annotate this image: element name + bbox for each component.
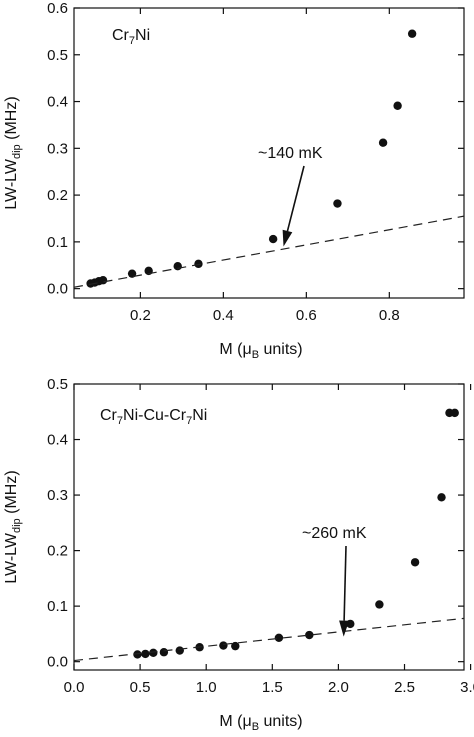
y-axis-label-main: LW-LW <box>3 158 20 210</box>
data-point <box>159 648 169 657</box>
x-tick-label: 2.0 <box>328 679 349 696</box>
top-chart-panel: 0.2 0.4 0.6 0.8 0.0 0.1 0.2 0.3 0.4 0.5 0.6 M (μB u… <box>3 0 465 361</box>
panel-title: Cr7Ni-Cu-Cr7Ni <box>100 407 207 427</box>
title-sub: 7 <box>186 415 192 427</box>
annotation-arrow-head <box>339 620 350 637</box>
data-point <box>98 276 108 285</box>
y-axis-label: LW-LWdip (MHz) <box>3 470 23 583</box>
title-sub: 7 <box>129 35 135 47</box>
data-point <box>231 641 240 651</box>
data-point <box>437 493 446 502</box>
y-axis-label-main: LW-LW <box>3 532 20 584</box>
plot-frame <box>73 383 465 671</box>
title-part: Cr <box>112 27 130 44</box>
title-part: Ni-Cu-Cr <box>123 407 187 424</box>
data-point <box>149 648 158 657</box>
data-point <box>194 259 203 269</box>
data-point <box>173 261 182 271</box>
y-tick-label: 0.4 <box>47 94 68 111</box>
y-tick-label: 0.5 <box>47 376 68 393</box>
data-point <box>375 600 384 609</box>
x-tick-label: 0.2 <box>130 307 151 324</box>
y-axis-label-sub: dip <box>11 518 23 533</box>
y-axis-label-rest: (MHz) <box>3 96 20 144</box>
x-tick-label: 2.5 <box>394 679 415 696</box>
x-axis-label-rest: units) <box>259 341 303 358</box>
data-point <box>378 138 388 147</box>
y-axis-label-rest: (MHz) <box>3 470 20 518</box>
x-axis-label-main: M (μ <box>219 713 251 730</box>
x-axis-label-sub: B <box>252 349 259 361</box>
x-tick-label: 0.8 <box>379 307 400 324</box>
y-tick-label: 0.2 <box>47 543 68 560</box>
x-axis-label: M (μB units) <box>219 341 302 361</box>
x-tick-label: 3.0 <box>460 679 474 696</box>
y-tick-label: 0.5 <box>47 47 68 64</box>
y-tick-label: 0.2 <box>47 187 68 204</box>
y-axis-label: LW-LWdip (MHz) <box>3 96 23 209</box>
annotation-arrow-shaft <box>343 545 347 621</box>
panel-title: Cr7Ni <box>112 27 150 47</box>
y-tick-label: 0.1 <box>47 234 68 251</box>
data-point <box>141 649 150 659</box>
y-tick-label: 0.6 <box>47 0 68 17</box>
data-point <box>133 650 142 659</box>
data-point <box>274 633 284 642</box>
fit-line <box>74 617 464 662</box>
x-tick-label: 0.6 <box>296 307 317 324</box>
y-tick-label: 0.0 <box>47 654 68 671</box>
data-point <box>219 641 228 650</box>
title-sub: 7 <box>117 415 123 427</box>
plot-frame <box>73 7 465 299</box>
x-tick-label: 1.0 <box>196 679 217 696</box>
annotation-arrow-head <box>282 229 293 247</box>
data-point <box>410 558 420 567</box>
x-tick-label: 1.5 <box>262 679 283 696</box>
title-part: Cr <box>100 407 118 424</box>
annotation-label: ~260 mK <box>302 525 367 542</box>
data-point <box>407 29 417 38</box>
y-tick-label: 0.1 <box>47 598 68 615</box>
x-axis-label-rest: units) <box>259 713 303 730</box>
annotation-arrow-shaft <box>286 165 305 232</box>
y-axis-label-sub: dip <box>11 144 23 159</box>
title-part: Ni <box>135 27 150 44</box>
title-part: Ni <box>192 407 207 424</box>
data-point <box>333 199 342 208</box>
y-tick-label: 0.4 <box>47 432 68 449</box>
x-axis-label: M (μB units) <box>219 713 302 733</box>
data-point <box>175 646 184 655</box>
y-tick-label: 0.3 <box>47 487 68 504</box>
data-point <box>393 101 402 110</box>
data-point <box>305 630 314 640</box>
fit-line <box>74 215 464 288</box>
x-tick-label: 0.4 <box>213 307 234 324</box>
x-tick-label: 0.5 <box>130 679 151 696</box>
annotation-label: ~140 mK <box>258 145 323 162</box>
data-point <box>450 408 459 418</box>
data-point <box>268 234 278 244</box>
y-tick-label: 0.0 <box>47 281 68 298</box>
y-tick-label: 0.3 <box>47 140 68 157</box>
x-tick-label: 0.0 <box>64 679 85 696</box>
bottom-chart-panel: 0.0 0.5 1.0 1.5 2.0 2.5 3.0 0.0 0.1 0.2 0.3 0.4 0.5 M… <box>3 376 474 733</box>
x-axis-label-main: M (μ <box>219 341 251 358</box>
x-axis-label-sub: B <box>252 721 259 733</box>
